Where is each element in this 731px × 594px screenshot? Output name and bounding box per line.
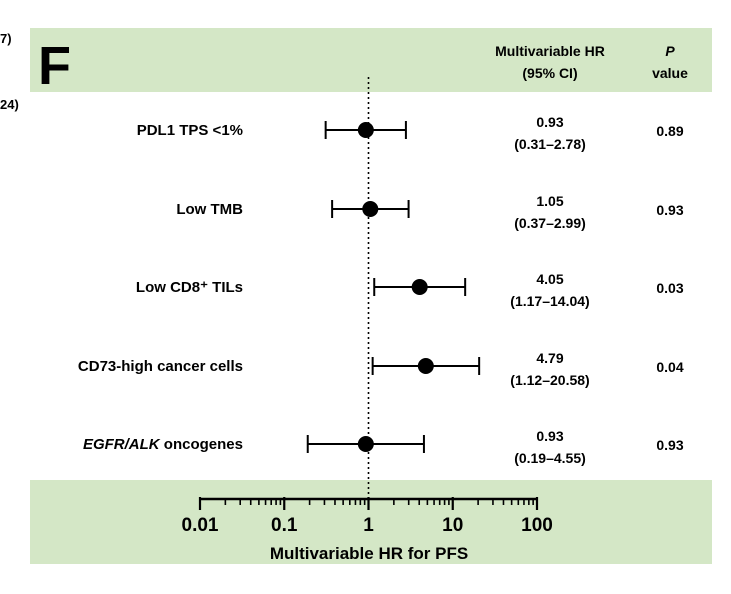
row-label: Low CD8⁺ TILs [136,279,243,296]
forest-rows: PDL1 TPS <1% 0.93 (0.31–2.78) 0.89 Low TMB 1.… [78,114,684,466]
axis-band [30,480,712,564]
hr-point [362,201,379,217]
edge-fragment-2: 24) [0,97,19,112]
header-p-line2: value [652,65,688,81]
hr-ci: (0.37–2.99) [514,215,586,231]
hr-point [357,122,374,138]
row-label: EGFR/ALK oncogenes [83,436,243,453]
hr-ci: (0.31–2.78) [514,136,586,152]
forest-row: Low TMB 1.05 (0.37–2.99) 0.93 [176,193,683,231]
hr-ci: (1.12–20.58) [510,372,589,388]
x-axis-label: Multivariable HR for PFS [270,544,468,563]
forest-row: EGFR/ALK oncogenes 0.93 (0.19–4.55) 0.93 [83,428,684,466]
edge-fragment-1: 7) [0,31,12,46]
forest-row: Low CD8⁺ TILs 4.05 (1.17–14.04) 0.03 [136,271,684,309]
header-band [30,28,712,92]
hr-value: 4.79 [536,350,563,366]
p-value: 0.93 [656,437,683,453]
x-tick-label: 100 [521,515,553,536]
row-label-rest: oncogenes [160,436,243,453]
hr-value: 1.05 [536,193,563,209]
p-value: 0.03 [656,280,683,296]
x-tick-label: 1 [363,515,374,536]
row-label-italic: EGFR/ALK [83,436,161,453]
hr-point [357,436,374,452]
x-tick-label: 0.01 [182,515,219,536]
hr-point [417,358,434,374]
hr-ci: (1.17–14.04) [510,293,589,309]
hr-value: 4.05 [536,271,563,287]
panel-label: F [38,36,71,96]
row-label: Low TMB [176,201,243,218]
x-tick-label: 0.1 [271,515,298,536]
p-value: 0.93 [656,202,683,218]
p-value: 0.89 [656,123,683,139]
hr-point [411,279,428,295]
hr-ci: (0.19–4.55) [514,450,586,466]
hr-value: 0.93 [536,428,563,444]
x-axis: 0.01 0.1 1 10 100 [182,497,553,536]
header-p-line1: P [665,43,675,59]
x-tick-label: 10 [442,515,463,536]
forest-row: PDL1 TPS <1% 0.93 (0.31–2.78) 0.89 [137,114,684,152]
header-hr-line2: (95% CI) [522,65,577,81]
row-label: CD73-high cancer cells [78,358,243,375]
row-label: PDL1 TPS <1% [137,122,243,139]
hr-value: 0.93 [536,114,563,130]
p-value: 0.04 [656,359,683,375]
forest-row: CD73-high cancer cells 4.79 (1.12–20.58) 0.… [78,350,684,388]
header-hr-line1: Multivariable HR [495,43,605,59]
